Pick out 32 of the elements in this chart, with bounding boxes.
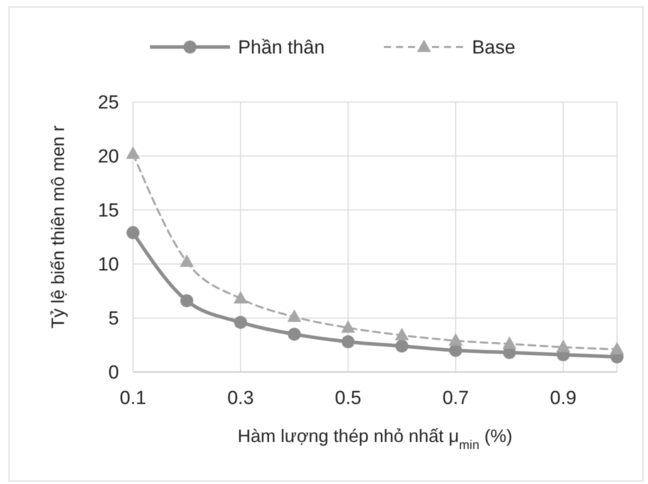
y-tick-label: 20 [98,146,119,168]
point [126,146,140,159]
legend-label: Phần thân [238,38,325,59]
x-tick-label: 0.5 [334,388,362,409]
x-tick-label: 0.7 [442,388,469,409]
x-tick-label: 0.3 [227,388,254,409]
y-tick-label: 5 [108,308,119,330]
point [126,226,140,240]
y-tick-label: 25 [98,92,119,114]
point [342,335,355,348]
point [180,294,194,308]
y-axis-title: Tỷ lệ biến thiên mô men r [48,125,68,329]
x-tick-label: 0.9 [550,388,576,409]
point [394,328,409,340]
point [502,336,516,349]
point [180,254,194,267]
point [556,340,570,352]
point [395,340,408,353]
point [234,291,248,304]
legend-label: Base [472,38,516,59]
point [287,309,302,322]
x-axis-title: Hàm lượng thép nhỏ nhất μ$_{min}$ (%) [238,426,512,452]
x-tick-label: 0.1 [120,388,146,409]
y-tick-label: 0 [108,362,119,384]
y-tick-label: 15 [98,200,119,222]
point [288,328,301,341]
point [448,333,463,346]
point [449,344,462,357]
y-tick-label: 10 [98,254,119,276]
point [341,320,356,333]
point [610,342,624,354]
point [234,316,248,329]
